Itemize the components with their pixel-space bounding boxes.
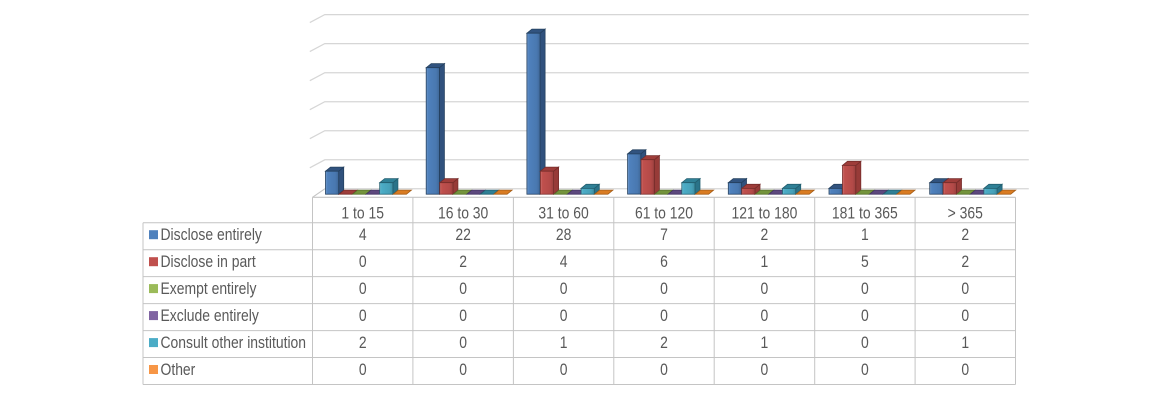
svg-text:2: 2 (961, 253, 969, 272)
svg-text:0: 0 (459, 280, 467, 299)
svg-text:31 to 60: 31 to 60 (538, 204, 589, 223)
svg-text:0: 0 (961, 361, 969, 380)
svg-text:0: 0 (660, 307, 668, 326)
svg-text:2: 2 (761, 226, 769, 245)
svg-text:1: 1 (961, 334, 969, 353)
svg-text:7: 7 (660, 226, 668, 245)
svg-text:Exclude entirely: Exclude entirely (160, 307, 259, 326)
svg-text:0: 0 (560, 307, 568, 326)
svg-text:Disclose in part: Disclose in part (160, 253, 256, 272)
svg-text:1 to 15: 1 to 15 (341, 204, 384, 223)
svg-text:28: 28 (556, 226, 571, 245)
svg-text:2: 2 (660, 334, 668, 353)
svg-text:0: 0 (761, 361, 769, 380)
svg-text:Consult other institution: Consult other institution (160, 334, 306, 353)
svg-text:0: 0 (359, 280, 367, 299)
svg-text:22: 22 (455, 226, 470, 245)
svg-text:0: 0 (961, 307, 969, 326)
svg-text:0: 0 (459, 361, 467, 380)
svg-text:4: 4 (560, 253, 568, 272)
svg-text:61 to 120: 61 to 120 (635, 204, 693, 223)
svg-text:0: 0 (359, 361, 367, 380)
svg-text:1: 1 (861, 226, 869, 245)
svg-text:0: 0 (861, 334, 869, 353)
svg-text:2: 2 (359, 334, 367, 353)
svg-text:1: 1 (560, 334, 568, 353)
svg-text:5: 5 (861, 253, 869, 272)
svg-text:0: 0 (861, 307, 869, 326)
svg-text:0: 0 (660, 280, 668, 299)
svg-text:0: 0 (459, 334, 467, 353)
svg-text:0: 0 (761, 307, 769, 326)
svg-text:1: 1 (761, 253, 769, 272)
svg-text:4: 4 (359, 226, 367, 245)
svg-text:0: 0 (359, 253, 367, 272)
svg-text:0: 0 (861, 361, 869, 380)
svg-text:0: 0 (761, 280, 769, 299)
svg-text:1: 1 (761, 334, 769, 353)
svg-text:0: 0 (359, 307, 367, 326)
svg-text:0: 0 (861, 280, 869, 299)
svg-text:2: 2 (459, 253, 467, 272)
svg-text:Other: Other (160, 361, 195, 380)
svg-text:0: 0 (560, 280, 568, 299)
svg-text:2: 2 (961, 226, 969, 245)
svg-text:6: 6 (660, 253, 668, 272)
svg-text:Disclose entirely: Disclose entirely (160, 226, 262, 245)
svg-text:0: 0 (660, 361, 668, 380)
svg-text:0: 0 (961, 280, 969, 299)
svg-text:121 to 180: 121 to 180 (732, 204, 798, 223)
svg-text:Exempt entirely: Exempt entirely (160, 280, 256, 299)
svg-text:> 365: > 365 (948, 204, 983, 223)
svg-text:0: 0 (459, 307, 467, 326)
svg-text:0: 0 (560, 361, 568, 380)
svg-text:181 to 365: 181 to 365 (832, 204, 898, 223)
svg-text:16 to 30: 16 to 30 (438, 204, 489, 223)
